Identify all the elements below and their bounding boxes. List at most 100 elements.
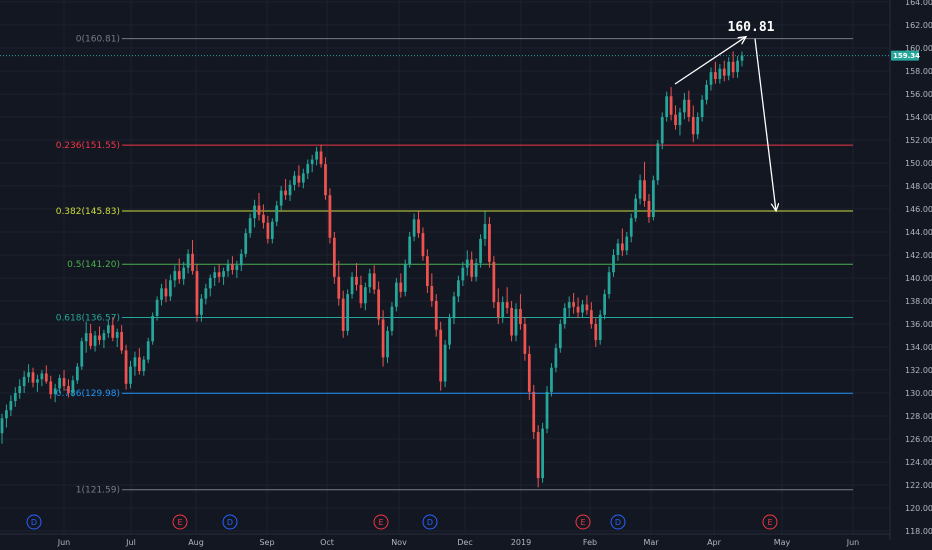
y-tick-label: 134.00 [905, 343, 932, 352]
candle-body [31, 372, 35, 383]
event-marker-label: D [227, 518, 233, 527]
earnings-marker[interactable]: E [762, 514, 778, 530]
candle [363, 282, 367, 311]
y-tick-label: 136.00 [905, 320, 932, 329]
up-arrow[interactable] [674, 37, 746, 85]
candle [479, 234, 482, 268]
candle [146, 337, 150, 364]
candle-body [257, 205, 261, 215]
event-marker-circle [222, 514, 238, 530]
current-price-label: 159.34 [893, 52, 920, 60]
down-arrow[interactable] [754, 38, 776, 211]
candle [598, 310, 602, 345]
event-marker-label: E [580, 518, 585, 527]
candle [270, 218, 274, 244]
candle [700, 95, 704, 122]
candle [195, 264, 199, 322]
candle-body [687, 99, 691, 117]
candle [629, 213, 633, 243]
candle-body [585, 304, 589, 311]
candle [638, 174, 642, 205]
price-axis[interactable]: 118.00 120.00 122.00 124.00 126.00 128.00 130.… [889, 0, 932, 540]
candle-body [669, 96, 673, 115]
earnings-marker[interactable]: E [575, 514, 591, 530]
dividend-marker[interactable]: D [610, 514, 626, 530]
candle-body [266, 222, 270, 239]
candle-body [430, 286, 434, 301]
event-marker-circle [610, 514, 626, 530]
candle [488, 217, 491, 268]
x-tick-label: Aug [188, 538, 204, 547]
candle-body [355, 276, 358, 285]
dividend-marker[interactable]: D [26, 514, 42, 530]
candle-body [173, 271, 177, 281]
y-tick-label: 126.00 [905, 435, 932, 444]
candle-body [443, 344, 447, 382]
candle-body [62, 378, 66, 387]
x-tick-label: Sep [259, 538, 274, 547]
candle-body [341, 298, 345, 331]
candle [656, 140, 660, 185]
candle [5, 404, 8, 428]
x-tick-label: Mar [643, 538, 659, 547]
candle-body [306, 164, 310, 174]
fib-level-label: 0(160.81) [76, 35, 120, 45]
candle [448, 313, 451, 350]
candle-body [461, 267, 465, 281]
event-marker-circle [373, 514, 389, 530]
candle [691, 105, 695, 143]
candle-body [359, 284, 363, 304]
candle-body [652, 180, 655, 218]
candle-body [501, 302, 505, 318]
candle [576, 297, 580, 319]
candle-body [151, 315, 155, 342]
candle-body [576, 306, 580, 313]
candle-body [612, 255, 615, 273]
candle-body [399, 282, 403, 292]
candle [306, 159, 310, 180]
candle [394, 278, 398, 312]
candle-body [332, 237, 336, 277]
earnings-marker[interactable]: E [373, 514, 389, 530]
candle [585, 295, 589, 315]
fibonacci-retracement[interactable]: 0(160.81) 0.236(151.55) 0.382(145.83) 0.5(1… [56, 35, 853, 496]
candle [115, 328, 119, 347]
candle-body [514, 309, 518, 336]
x-tick-label: Oct [320, 538, 334, 547]
candle [536, 425, 540, 488]
candle-body [71, 380, 75, 393]
event-marker-circle [422, 514, 438, 530]
candle [208, 274, 212, 297]
candles [0, 51, 744, 488]
candle-body [483, 223, 487, 239]
candle-body [412, 219, 416, 237]
candle-body [448, 318, 451, 345]
candle [532, 384, 536, 439]
time-axis[interactable]: Jun Jul Aug Sep Oct Nov Dec 2019 Feb Mar Apr May Jun [0, 533, 890, 547]
earnings-marker[interactable]: E [172, 514, 188, 530]
x-tick-label: Dec [457, 538, 472, 547]
candle-body [465, 259, 469, 268]
candle [607, 266, 611, 299]
candle-body [363, 287, 367, 304]
candle [58, 374, 61, 393]
candle [151, 312, 155, 345]
candle [262, 204, 265, 229]
dividend-marker[interactable]: D [422, 514, 438, 530]
candle [359, 275, 363, 308]
candle-body [75, 366, 79, 381]
candle [293, 171, 296, 191]
candle-body [372, 273, 376, 290]
candle-body [310, 159, 314, 165]
forecast-annotation[interactable]: 160.81 [674, 20, 776, 211]
candle-body [550, 367, 553, 392]
candle [355, 263, 358, 291]
candle-body [324, 164, 327, 196]
candle-body [239, 253, 243, 266]
candle-body [319, 151, 323, 165]
candle [93, 330, 97, 352]
candle [142, 356, 146, 376]
dividend-marker[interactable]: D [222, 514, 238, 530]
candle [80, 337, 84, 370]
candle [381, 310, 385, 367]
